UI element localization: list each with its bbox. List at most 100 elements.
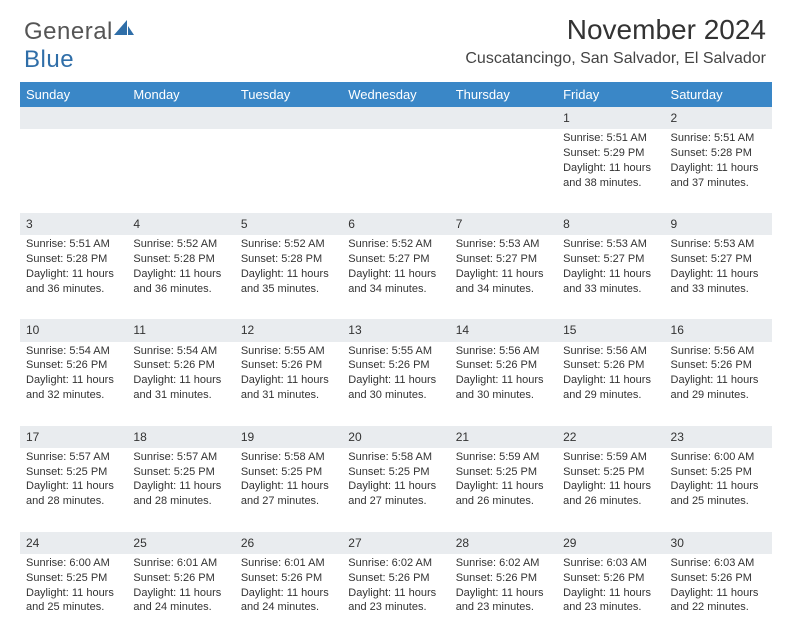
day-day2: and 31 minutes. <box>241 388 336 403</box>
day-detail-cell <box>450 129 557 213</box>
day-day2: and 25 minutes. <box>26 600 121 615</box>
day-day2: and 29 minutes. <box>671 388 766 403</box>
day-day1: Daylight: 11 hours <box>26 373 121 388</box>
day-sunset: Sunset: 5:27 PM <box>348 252 443 267</box>
day-number-cell: 23 <box>665 426 772 448</box>
day-sunrise: Sunrise: 5:54 AM <box>26 344 121 359</box>
day-day1: Daylight: 11 hours <box>671 267 766 282</box>
day-sunset: Sunset: 5:25 PM <box>671 465 766 480</box>
brand-name: General Blue <box>24 18 135 74</box>
day-sunset: Sunset: 5:26 PM <box>563 358 658 373</box>
day-detail-cell: Sunrise: 5:56 AMSunset: 5:26 PMDaylight:… <box>557 342 664 426</box>
day-day1: Daylight: 11 hours <box>563 267 658 282</box>
day-day1: Daylight: 11 hours <box>456 586 551 601</box>
day-sunset: Sunset: 5:28 PM <box>133 252 228 267</box>
day-sunrise: Sunrise: 5:52 AM <box>241 237 336 252</box>
day-detail-cell <box>20 129 127 213</box>
day-number-cell: 24 <box>20 532 127 554</box>
day-detail-cell: Sunrise: 6:01 AMSunset: 5:26 PMDaylight:… <box>235 554 342 638</box>
day-detail-cell: Sunrise: 6:02 AMSunset: 5:26 PMDaylight:… <box>450 554 557 638</box>
day-detail-cell <box>235 129 342 213</box>
day-number-cell: 4 <box>127 213 234 235</box>
weekday-tuesday: Tuesday <box>235 82 342 107</box>
day-sunset: Sunset: 5:25 PM <box>26 465 121 480</box>
day-detail-cell: Sunrise: 5:58 AMSunset: 5:25 PMDaylight:… <box>342 448 449 532</box>
day-sunrise: Sunrise: 6:02 AM <box>348 556 443 571</box>
day-day1: Daylight: 11 hours <box>348 479 443 494</box>
day-day1: Daylight: 11 hours <box>671 479 766 494</box>
day-number-cell: 3 <box>20 213 127 235</box>
day-sunrise: Sunrise: 5:56 AM <box>671 344 766 359</box>
day-sunrise: Sunrise: 5:54 AM <box>133 344 228 359</box>
day-detail-cell: Sunrise: 5:57 AMSunset: 5:25 PMDaylight:… <box>127 448 234 532</box>
day-day2: and 27 minutes. <box>241 494 336 509</box>
weekday-thursday: Thursday <box>450 82 557 107</box>
day-sunset: Sunset: 5:26 PM <box>671 571 766 586</box>
day-sunset: Sunset: 5:25 PM <box>133 465 228 480</box>
day-number-cell: 16 <box>665 319 772 341</box>
day-sunset: Sunset: 5:26 PM <box>563 571 658 586</box>
day-number-cell: 1 <box>557 107 664 129</box>
day-sunrise: Sunrise: 5:55 AM <box>241 344 336 359</box>
day-sunset: Sunset: 5:28 PM <box>26 252 121 267</box>
day-sunset: Sunset: 5:26 PM <box>348 358 443 373</box>
day-sunset: Sunset: 5:27 PM <box>671 252 766 267</box>
day-day1: Daylight: 11 hours <box>26 267 121 282</box>
day-detail-cell: Sunrise: 5:57 AMSunset: 5:25 PMDaylight:… <box>20 448 127 532</box>
day-number-cell <box>342 107 449 129</box>
daynum-row: 24252627282930 <box>20 532 772 554</box>
day-number-cell: 21 <box>450 426 557 448</box>
day-sunrise: Sunrise: 5:51 AM <box>563 131 658 146</box>
day-sunrise: Sunrise: 5:59 AM <box>456 450 551 465</box>
day-day1: Daylight: 11 hours <box>563 479 658 494</box>
day-day1: Daylight: 11 hours <box>133 373 228 388</box>
day-sunrise: Sunrise: 5:59 AM <box>563 450 658 465</box>
brand-name-part1: General <box>24 18 113 45</box>
daynum-row: 12 <box>20 107 772 129</box>
day-sunrise: Sunrise: 5:53 AM <box>456 237 551 252</box>
day-day1: Daylight: 11 hours <box>26 479 121 494</box>
day-day2: and 23 minutes. <box>456 600 551 615</box>
day-day2: and 35 minutes. <box>241 282 336 297</box>
brand-logo: General Blue <box>24 18 135 74</box>
day-sunset: Sunset: 5:29 PM <box>563 146 658 161</box>
day-detail-cell: Sunrise: 5:58 AMSunset: 5:25 PMDaylight:… <box>235 448 342 532</box>
day-day2: and 34 minutes. <box>456 282 551 297</box>
day-number-cell: 28 <box>450 532 557 554</box>
day-sunset: Sunset: 5:26 PM <box>133 358 228 373</box>
daynum-row: 3456789 <box>20 213 772 235</box>
day-number-cell <box>235 107 342 129</box>
day-sunset: Sunset: 5:26 PM <box>241 358 336 373</box>
daynum-row: 17181920212223 <box>20 426 772 448</box>
day-day2: and 30 minutes. <box>348 388 443 403</box>
day-sunset: Sunset: 5:25 PM <box>563 465 658 480</box>
brand-name-part2: Blue <box>24 46 74 73</box>
day-detail-cell: Sunrise: 6:01 AMSunset: 5:26 PMDaylight:… <box>127 554 234 638</box>
day-detail-cell: Sunrise: 6:03 AMSunset: 5:26 PMDaylight:… <box>557 554 664 638</box>
day-day1: Daylight: 11 hours <box>563 373 658 388</box>
day-day2: and 28 minutes. <box>133 494 228 509</box>
day-sunrise: Sunrise: 6:03 AM <box>563 556 658 571</box>
day-detail-cell: Sunrise: 6:02 AMSunset: 5:26 PMDaylight:… <box>342 554 449 638</box>
day-sunrise: Sunrise: 5:57 AM <box>26 450 121 465</box>
day-day1: Daylight: 11 hours <box>348 373 443 388</box>
day-sunrise: Sunrise: 5:51 AM <box>26 237 121 252</box>
weekday-sunday: Sunday <box>20 82 127 107</box>
daynum-row: 10111213141516 <box>20 319 772 341</box>
day-sunrise: Sunrise: 5:53 AM <box>671 237 766 252</box>
day-number-cell: 22 <box>557 426 664 448</box>
day-day2: and 38 minutes. <box>563 176 658 191</box>
day-number-cell: 17 <box>20 426 127 448</box>
day-day1: Daylight: 11 hours <box>671 373 766 388</box>
day-sunset: Sunset: 5:26 PM <box>671 358 766 373</box>
day-day2: and 33 minutes. <box>671 282 766 297</box>
calendar-body: 12Sunrise: 5:51 AMSunset: 5:29 PMDayligh… <box>20 107 772 638</box>
day-sunrise: Sunrise: 5:51 AM <box>671 131 766 146</box>
day-day1: Daylight: 11 hours <box>671 586 766 601</box>
day-detail-cell: Sunrise: 5:53 AMSunset: 5:27 PMDaylight:… <box>450 235 557 319</box>
day-detail-row: Sunrise: 5:51 AMSunset: 5:28 PMDaylight:… <box>20 235 772 319</box>
calendar-table: Sunday Monday Tuesday Wednesday Thursday… <box>20 82 772 638</box>
weekday-header-row: Sunday Monday Tuesday Wednesday Thursday… <box>20 82 772 107</box>
day-sunrise: Sunrise: 5:52 AM <box>348 237 443 252</box>
day-sunrise: Sunrise: 6:00 AM <box>26 556 121 571</box>
